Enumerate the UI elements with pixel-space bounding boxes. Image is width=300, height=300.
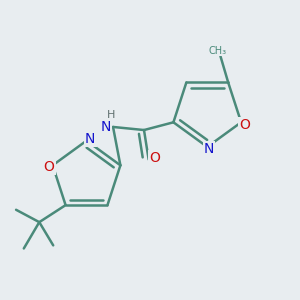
Text: N: N bbox=[100, 120, 111, 134]
Text: CH₃: CH₃ bbox=[209, 46, 227, 56]
Text: N: N bbox=[85, 132, 95, 146]
Text: H: H bbox=[107, 110, 116, 120]
Text: O: O bbox=[239, 118, 250, 132]
Text: N: N bbox=[204, 142, 214, 156]
Text: O: O bbox=[149, 151, 160, 165]
Text: O: O bbox=[44, 160, 54, 174]
